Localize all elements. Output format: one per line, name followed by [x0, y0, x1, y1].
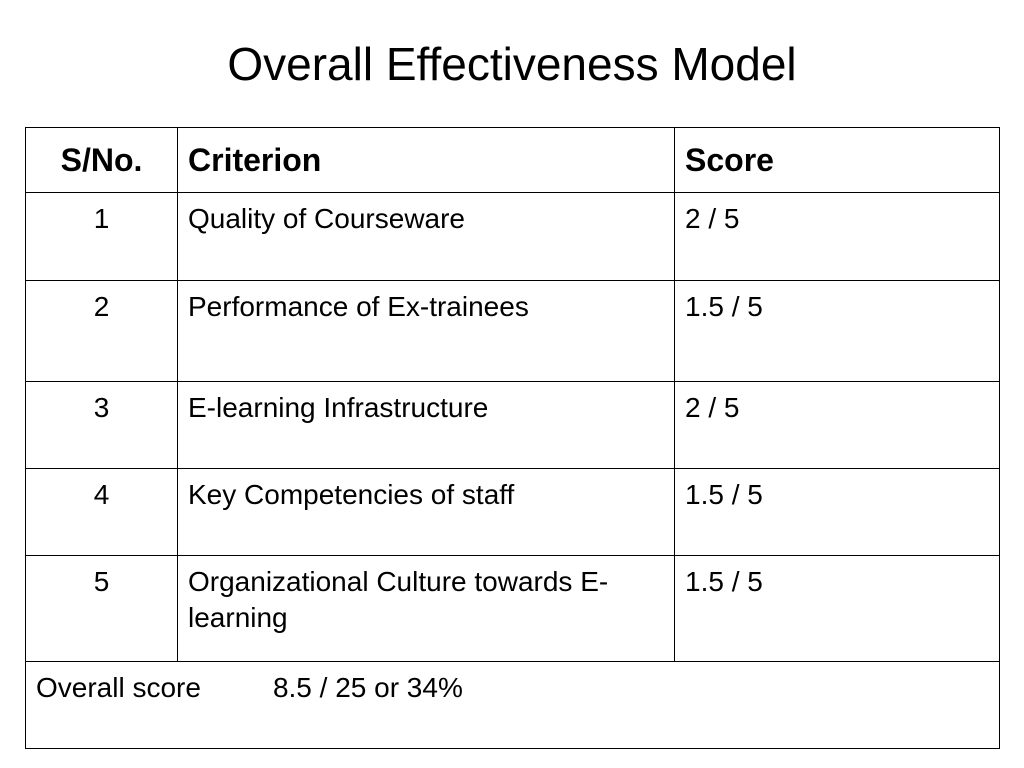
overall-score-value: 8.5 / 25 or 34% — [272, 672, 463, 703]
criterion-cell: Organizational Culture towards E-learnin… — [177, 555, 675, 662]
table-row: 1 Quality of Courseware 2 / 5 — [25, 192, 1000, 281]
score-cell: 1.5 / 5 — [674, 468, 1000, 556]
score-cell: 1.5 / 5 — [674, 280, 1000, 382]
criterion-cell: E-learning Infrastructure — [177, 381, 675, 469]
sno-cell: 1 — [25, 192, 178, 281]
criterion-cell: Performance of Ex-trainees — [177, 280, 675, 382]
score-cell: 2 / 5 — [674, 381, 1000, 469]
overall-score-cell: Overall score 8.5 / 25 or 34% — [25, 661, 1000, 749]
table-row: 2 Performance of Ex-trainees 1.5 / 5 — [25, 280, 1000, 382]
criterion-cell: Key Competencies of staff — [177, 468, 675, 556]
table-row: 4 Key Competencies of staff 1.5 / 5 — [25, 468, 1000, 556]
table-row: 3 E-learning Infrastructure 2 / 5 — [25, 381, 1000, 469]
table-row: 5 Organizational Culture towards E-learn… — [25, 555, 1000, 662]
criterion-cell: Quality of Courseware — [177, 192, 675, 281]
column-header-criterion: Criterion — [177, 127, 675, 193]
page-title: Overall Effectiveness Model — [227, 38, 797, 90]
sno-cell: 5 — [25, 555, 178, 662]
score-cell: 1.5 / 5 — [674, 555, 1000, 662]
overall-score-label: Overall score — [36, 672, 201, 703]
sno-cell: 4 — [25, 468, 178, 556]
effectiveness-table: S/No. Criterion Score 1 Quality of Cours… — [25, 127, 1000, 749]
table-header-row: S/No. Criterion Score — [25, 127, 1000, 193]
sno-cell: 3 — [25, 381, 178, 469]
overall-score-row: Overall score 8.5 / 25 or 34% — [25, 661, 1000, 749]
column-header-score: Score — [674, 127, 1000, 193]
column-header-sno: S/No. — [25, 127, 178, 193]
sno-cell: 2 — [25, 280, 178, 382]
score-cell: 2 / 5 — [674, 192, 1000, 281]
